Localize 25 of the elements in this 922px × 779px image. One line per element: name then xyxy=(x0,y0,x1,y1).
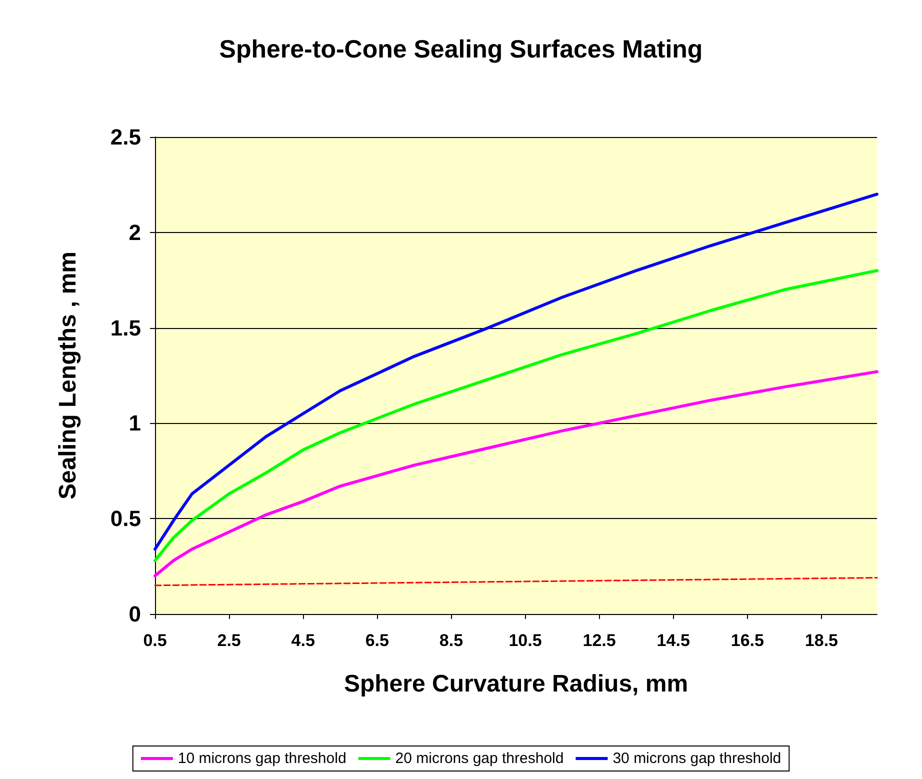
x-axis-title: Sphere Curvature Radius, mm xyxy=(344,670,688,698)
x-tick-label: 18.5 xyxy=(804,631,838,650)
line-series xyxy=(154,370,878,578)
x-tick-label: 14.5 xyxy=(656,631,690,650)
line-series xyxy=(154,269,878,562)
x-tick-label: 4.5 xyxy=(291,631,315,650)
x-tick-label: 6.5 xyxy=(365,631,389,650)
legend-label: 10 microns gap threshold xyxy=(178,750,346,767)
y-tick-label: 2.5 xyxy=(110,124,141,150)
x-tick-label: 12.5 xyxy=(582,631,616,650)
chart-title: Sphere-to-Cone Sealing Surfaces Mating xyxy=(219,36,703,64)
y-tick-label: 1.5 xyxy=(110,315,141,340)
x-tick-label: 8.5 xyxy=(439,631,464,650)
y-tick-label: 2 xyxy=(128,220,141,245)
legend-label: 20 microns gap threshold xyxy=(395,750,564,767)
x-tick-label: 16.5 xyxy=(730,631,764,650)
x-tick-label: 0.5 xyxy=(143,631,167,650)
y-tick-label: 0.5 xyxy=(110,506,141,532)
y-tick-label: 1 xyxy=(128,410,141,436)
y-tick-label: 0 xyxy=(128,602,141,626)
y-axis-title: Sealing Lengths , mm xyxy=(54,251,82,500)
x-tick-label: 10.5 xyxy=(508,631,542,650)
x-tick-label: 2.5 xyxy=(217,631,241,650)
legend-label: 30 microns gap threshold xyxy=(612,750,782,767)
line-series xyxy=(154,192,878,551)
